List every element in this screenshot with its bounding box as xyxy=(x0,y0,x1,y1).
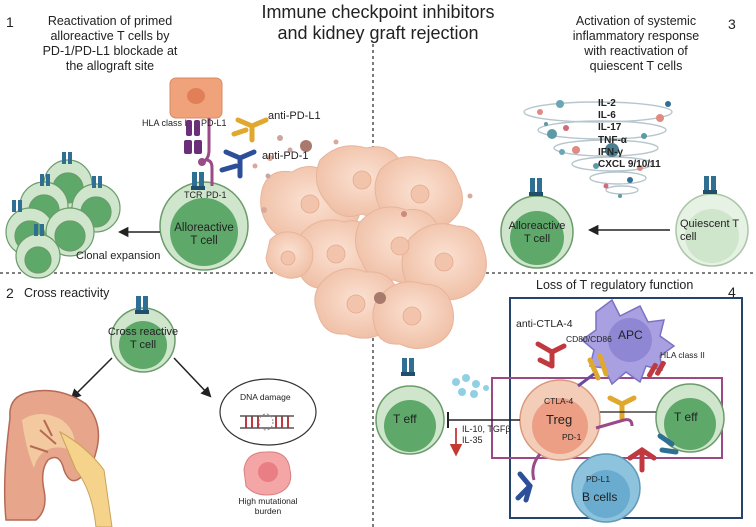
mutated-tumor-cell xyxy=(243,451,292,496)
label-line: cell xyxy=(680,231,697,243)
anti-ctla4-antibodies xyxy=(535,341,567,369)
treg-outer-box xyxy=(509,297,743,519)
pd-l1-top-label: PD-L1 xyxy=(201,118,227,128)
q1-line: alloreactive T cells by xyxy=(50,29,170,43)
label-line: Quiescent T xyxy=(680,218,740,230)
label-line: burden xyxy=(254,506,282,516)
pd-1-treg-label: PD-1 xyxy=(562,432,582,442)
debris-particles xyxy=(252,139,473,304)
cytokine-item: IL-2 xyxy=(598,98,616,109)
label-line: High mutational xyxy=(238,496,298,506)
cd80-cd86-label: CD80/CD86 xyxy=(566,334,612,344)
label-line: IL-10, TGFβ xyxy=(462,424,511,434)
b-cell-antibodies xyxy=(515,433,679,503)
title-line-1: Immune checkpoint inhibitors xyxy=(261,2,495,22)
ctla4-label: CTLA-4 xyxy=(544,396,574,406)
suppressive-cytokines-label: IL-10, TGFβ IL-35 xyxy=(462,424,511,446)
quiescent-cell-label: Quiescent T cell xyxy=(680,218,750,244)
arrow-to-kidney xyxy=(70,357,113,400)
label-line: T cell xyxy=(523,233,551,245)
high-mutational-burden-label: High mutational burden xyxy=(228,496,308,516)
kidney-graft xyxy=(3,389,113,527)
cross-reactive-cell-label: Cross reactive T cell xyxy=(103,326,183,352)
cytokine-item: TNF-α xyxy=(598,134,627,146)
t-eff-right-label: T eff xyxy=(674,410,698,424)
alloreactive-cell-label-right: Alloreactive T cell xyxy=(497,220,577,246)
hla-class-2-label: HLA class II xyxy=(660,350,705,360)
t-eff-cell-left xyxy=(375,358,445,455)
q1-line: PD-1/PD-L1 blockade at xyxy=(42,44,178,58)
label-line: Alloreactive xyxy=(174,222,234,234)
anti-pd-l1-antibody xyxy=(231,117,269,143)
anti-ctla4-label: anti-CTLA-4 xyxy=(516,318,573,330)
alloreactive-cell-label-left: Alloreactive T cell xyxy=(164,222,244,248)
pd-1-top-label: PD-1 xyxy=(206,190,227,200)
hla-class-2-molecule xyxy=(646,360,666,378)
hla-class-1-label: HLA class I xyxy=(142,118,188,128)
quadrant-2-heading: Cross reactivity xyxy=(24,286,110,300)
cytokine-item: IFN-γ xyxy=(598,146,623,158)
alloreactive-t-cell-left xyxy=(159,158,249,271)
alloreactive-t-cell-right xyxy=(500,178,574,269)
quadrant-2-number: 2 xyxy=(6,285,14,301)
quadrant-1-description: Reactivation of primed alloreactive T ce… xyxy=(20,14,200,74)
q1-line: the allograft site xyxy=(65,59,155,73)
treg-label: Treg xyxy=(546,412,573,427)
quadrant-3-description: Activation of systemic inflammatory resp… xyxy=(548,14,724,74)
label-line: Alloreactive xyxy=(508,220,566,232)
label-line: IL-35 xyxy=(462,435,483,445)
cytokine-item: IL-17 xyxy=(598,122,622,134)
figure-title: Immune checkpoint inhibitors and kidney … xyxy=(0,2,756,44)
arrow-to-tumor-cell xyxy=(173,357,212,398)
suppressive-cytokine-dots xyxy=(452,374,489,398)
pd-1-receptor-treg xyxy=(595,418,634,430)
title-line-2: and kidney graft rejection xyxy=(277,23,479,43)
b-cell xyxy=(571,453,641,523)
q1-line: Reactivation of primed xyxy=(47,14,173,28)
clonal-expansion-label: Clonal expansion xyxy=(76,250,161,262)
cytokine-list: IL-2 IL-6 IL-17 TNF-α IFN-γ CXCL 9/10/11 xyxy=(598,98,661,171)
t-eff-cell-right xyxy=(655,383,725,453)
q3-line: inflammatory response xyxy=(572,29,700,43)
b-cells-label: B cells xyxy=(582,490,618,504)
anti-pd-1-label: anti-PD-1 xyxy=(262,150,309,162)
antigen-presenting-cell-top xyxy=(169,77,223,119)
cytokine-item: CXCL 9/10/11 xyxy=(598,159,661,171)
hla-class-1-molecule xyxy=(184,120,202,154)
quadrant-4-number: 4 xyxy=(728,284,736,300)
tcr-label: TCR xyxy=(184,190,203,200)
dna-damage-label: DNA damage xyxy=(240,392,291,402)
quiescent-t-cell xyxy=(675,176,749,267)
allograft-tumor-cluster xyxy=(260,145,487,349)
t-eff-left-label: T eff xyxy=(393,412,417,426)
dna-damage-bubble xyxy=(219,378,317,446)
cd80-cd86-molecules xyxy=(587,353,637,421)
clonal-expansion-cluster xyxy=(5,159,121,279)
treg-cell xyxy=(519,379,601,461)
quadrant-3-number: 3 xyxy=(728,16,736,32)
cytokine-dots xyxy=(537,100,671,198)
pd-1-to-bcell xyxy=(531,453,542,481)
cytokine-item: IL-6 xyxy=(598,110,616,122)
q3-line: quiescent T cells xyxy=(589,59,683,73)
pd-l1-bcell-label: PD-L1 xyxy=(586,474,611,484)
label-line: T cell xyxy=(129,339,157,351)
label-line: Cross reactive xyxy=(107,326,179,338)
q3-line: with reactivation of xyxy=(584,44,688,58)
quadrant-1-number: 1 xyxy=(6,14,14,30)
ctla4-receptor xyxy=(577,372,595,388)
cross-reactive-t-cell xyxy=(110,296,176,373)
quadrant-4-heading: Loss of T regulatory function xyxy=(536,278,694,292)
label-line: T cell xyxy=(190,235,218,247)
q3-line: Activation of systemic xyxy=(575,14,697,28)
clonal-receptors xyxy=(12,152,102,236)
anti-pd-l1-label: anti-PD-L1 xyxy=(268,110,321,122)
anti-pd-1-antibody xyxy=(219,149,257,179)
apc-label: APC xyxy=(618,328,643,342)
